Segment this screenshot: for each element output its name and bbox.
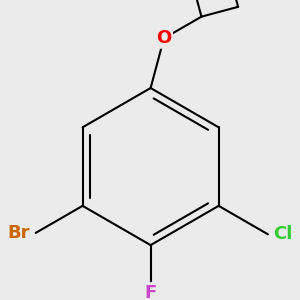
Text: O: O <box>156 29 172 47</box>
Text: Br: Br <box>8 224 30 242</box>
Text: F: F <box>145 284 157 300</box>
Text: Cl: Cl <box>273 225 293 243</box>
